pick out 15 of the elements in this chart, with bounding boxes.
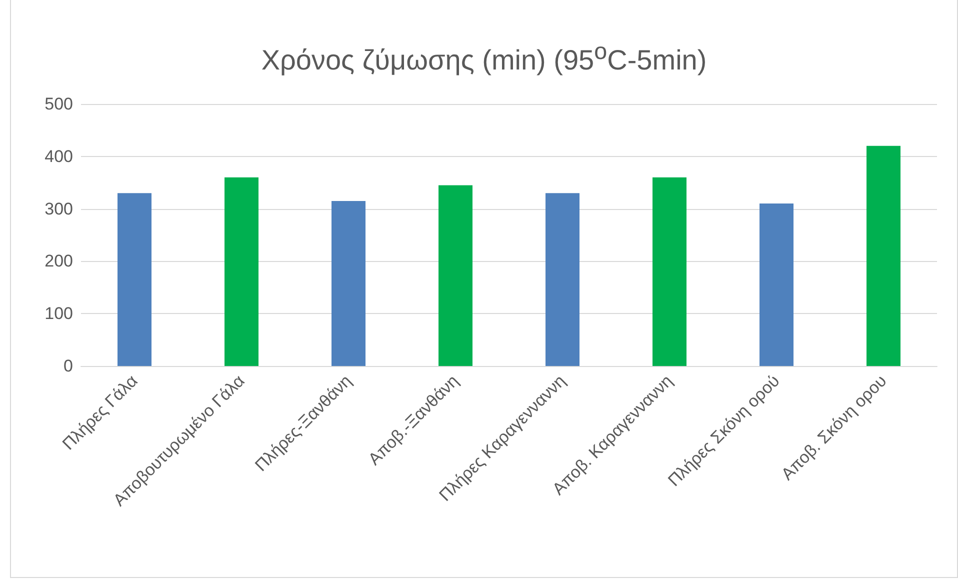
y-tick-label: 300	[44, 199, 73, 218]
y-tick-label: 500	[44, 94, 73, 114]
bar	[866, 146, 900, 366]
y-tick-label: 400	[44, 146, 73, 166]
bar	[652, 177, 686, 366]
bar	[118, 193, 152, 366]
bar	[332, 200, 366, 366]
bar	[224, 177, 258, 366]
bar	[760, 204, 794, 366]
bar	[546, 193, 580, 366]
y-tick-label: 200	[44, 252, 73, 271]
y-tick-label: 100	[44, 304, 73, 324]
y-tick-label: 0	[64, 356, 73, 376]
bar	[438, 185, 472, 366]
chart-title: Χρόνος ζύμωσης (min) (95$^{o}$C-5min)	[260, 38, 708, 76]
